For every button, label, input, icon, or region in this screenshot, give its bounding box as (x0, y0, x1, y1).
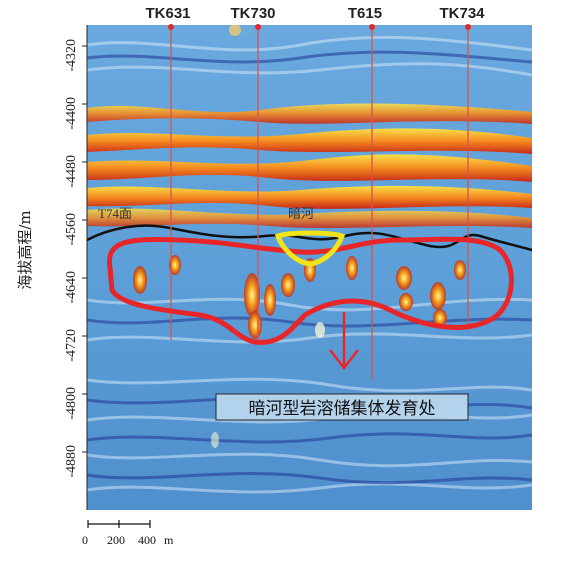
y-axis: -4320 -4400 -4480 -4560 -4640 -4720 -480… (16, 25, 88, 510)
well-label-tk730: TK730 (230, 5, 275, 22)
horizon-label: T74面 (98, 206, 132, 221)
scale-tick-label: 0 (82, 533, 88, 547)
annotation-box (215, 393, 469, 421)
y-tick-label: -4320 (64, 39, 79, 72)
y-tick-label: -4560 (64, 213, 79, 246)
well-label-t615: T615 (348, 5, 382, 22)
y-tick-label: -4480 (64, 155, 79, 188)
down-arrow-icon (329, 312, 359, 371)
scale-tick-label: 400 (138, 533, 156, 547)
scale-bar: 0 200 400 m (82, 520, 174, 547)
underground-river-outline (274, 230, 346, 267)
karst-reservoir-outline (106, 236, 514, 345)
scale-tick-label: 200 (107, 533, 125, 547)
y-tick-label: -4720 (64, 329, 79, 362)
y-tick-label: -4800 (64, 387, 79, 420)
well-markers (168, 24, 471, 30)
river-label: 暗河 (288, 206, 314, 221)
scale-unit-label: m (164, 533, 174, 547)
annotation-text: 暗河型岩溶储集体发育处 (249, 399, 436, 419)
strong-reflection-bands (87, 103, 532, 228)
y-tick-label: -4880 (64, 445, 79, 478)
well-lines (170, 25, 469, 380)
well-label-tk631: TK631 (145, 5, 190, 22)
y-axis-title: 海拔高程/m (16, 210, 34, 289)
seismic-panel (87, 25, 532, 510)
y-tick-label: -4400 (64, 97, 79, 130)
well-label-tk734: TK734 (439, 5, 485, 22)
y-tick-label: -4640 (64, 271, 79, 304)
